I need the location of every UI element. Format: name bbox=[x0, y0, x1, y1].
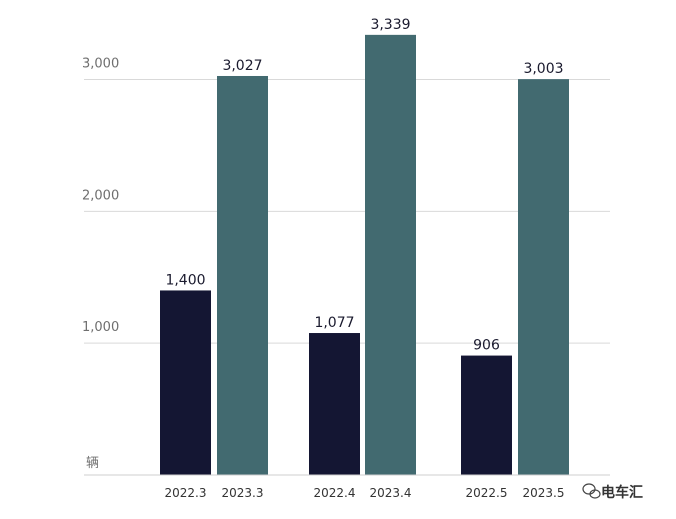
data-label: 3,339 bbox=[370, 17, 410, 33]
wechat-icon bbox=[582, 483, 601, 499]
bar-2022-3 bbox=[160, 290, 211, 475]
data-labels: 1,400 3,027 1,077 3,339 906 3,003 bbox=[165, 17, 563, 354]
y-axis-ticks: 1,000 2,000 3,000 bbox=[82, 57, 119, 336]
y-tick-label: 1,000 bbox=[82, 320, 119, 335]
bars bbox=[160, 34, 569, 476]
x-tick-label: 2023.4 bbox=[370, 486, 412, 500]
unit-label: 辆 bbox=[86, 456, 99, 471]
bar-2022-4 bbox=[309, 333, 360, 475]
x-tick-label: 2022.4 bbox=[314, 486, 356, 500]
watermark-text: 电车汇 bbox=[601, 484, 643, 501]
data-label: 906 bbox=[473, 338, 500, 354]
y-tick-label: 2,000 bbox=[82, 188, 119, 203]
x-tick-label: 2023.5 bbox=[523, 486, 565, 500]
bar-2023-4 bbox=[365, 34, 416, 475]
data-label: 1,400 bbox=[165, 272, 205, 288]
bar-2023-5 bbox=[518, 79, 569, 476]
x-axis-ticks: 2022.3 2023.3 2022.4 2023.4 2022.5 2023.5 bbox=[165, 486, 565, 500]
y-tick-label: 3,000 bbox=[82, 57, 119, 72]
x-tick-label: 2022.3 bbox=[165, 486, 207, 500]
data-label: 1,077 bbox=[314, 315, 354, 331]
data-label: 3,003 bbox=[523, 61, 563, 77]
data-label: 3,027 bbox=[222, 58, 262, 74]
bar-2022-5 bbox=[461, 355, 512, 475]
x-tick-label: 2022.5 bbox=[466, 486, 508, 500]
bar-2023-3 bbox=[217, 75, 268, 476]
x-tick-label: 2023.3 bbox=[222, 486, 264, 500]
watermark: 电车汇 bbox=[582, 483, 643, 501]
